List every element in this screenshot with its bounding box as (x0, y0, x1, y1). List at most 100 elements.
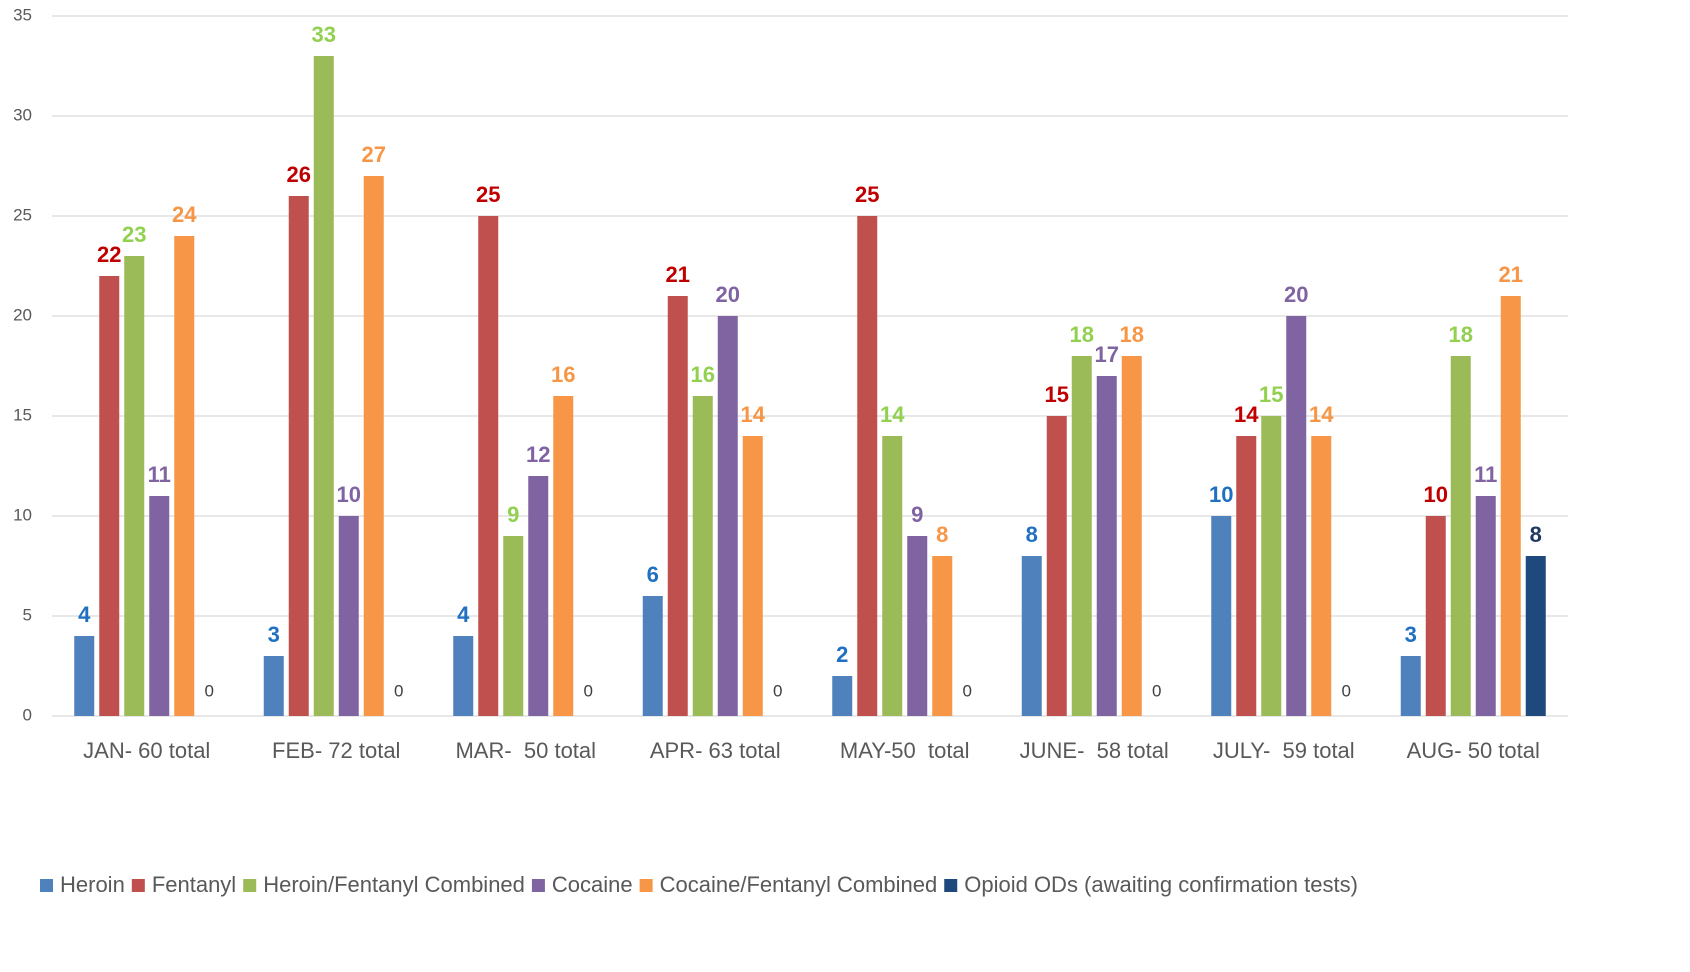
data-label: 16 (691, 362, 715, 387)
data-label: 21 (1499, 262, 1523, 287)
bar (1500, 296, 1521, 716)
legend-label: Opioid ODs (awaiting confirmation tests) (964, 872, 1358, 897)
bar (1311, 436, 1332, 716)
data-label: 22 (97, 242, 121, 267)
bar (288, 196, 309, 716)
y-tick-label: 35 (13, 5, 32, 24)
bar (907, 536, 928, 716)
bar (478, 216, 499, 716)
bar (263, 656, 284, 716)
bar (832, 676, 853, 716)
data-label: 0 (773, 681, 782, 700)
bar (1475, 496, 1496, 716)
legend-label: Heroin (60, 872, 125, 897)
data-label: 20 (716, 282, 740, 307)
data-label: 0 (584, 681, 593, 700)
data-label: 14 (1309, 402, 1334, 427)
data-label: 10 (1424, 482, 1448, 507)
data-label: 14 (880, 402, 905, 427)
bar (1400, 656, 1421, 716)
data-label: 8 (936, 522, 948, 547)
data-label: 24 (172, 202, 197, 227)
bar (338, 516, 359, 716)
data-label: 26 (287, 162, 311, 187)
data-label: 0 (394, 681, 403, 700)
bar (1450, 356, 1471, 716)
data-label: 10 (1209, 482, 1233, 507)
legend-swatch (243, 879, 257, 892)
data-label: 23 (122, 222, 146, 247)
x-tick-label: JUNE- 58 total (1020, 738, 1169, 763)
data-label: 4 (457, 602, 470, 627)
data-label: 18 (1449, 322, 1473, 347)
bar (528, 476, 549, 716)
data-label: 11 (148, 462, 171, 487)
y-tick-label: 0 (23, 705, 32, 724)
data-label: 4 (78, 602, 91, 627)
bar (1046, 416, 1067, 716)
y-tick-label: 20 (13, 305, 32, 324)
bar (124, 256, 145, 716)
bar (1261, 416, 1282, 716)
bar (149, 496, 170, 716)
legend-label: Heroin/Fentanyl Combined (263, 872, 525, 897)
legend-label: Cocaine (552, 872, 633, 897)
bar (99, 276, 120, 716)
bar (553, 396, 574, 716)
bar (1525, 556, 1546, 716)
data-label: 14 (1234, 402, 1259, 427)
data-label: 15 (1045, 382, 1069, 407)
data-label: 6 (647, 562, 659, 587)
y-tick-label: 10 (13, 505, 32, 524)
data-label: 20 (1284, 282, 1308, 307)
data-label: 25 (476, 182, 500, 207)
data-label: 0 (1152, 681, 1161, 700)
x-tick-label: MAR- 50 total (455, 738, 596, 763)
y-tick-label: 30 (13, 105, 32, 124)
bar (363, 176, 384, 716)
legend-label: Cocaine/Fentanyl Combined (660, 872, 938, 897)
data-label: 16 (551, 362, 575, 387)
bar (1211, 516, 1232, 716)
data-label: 10 (337, 482, 361, 507)
x-tick-label: JULY- 59 total (1213, 738, 1355, 763)
bar (742, 436, 763, 716)
data-label: 25 (855, 182, 879, 207)
bar (1425, 516, 1446, 716)
data-label: 3 (1405, 622, 1417, 647)
data-label: 0 (963, 681, 972, 700)
bar (932, 556, 953, 716)
bar (717, 316, 738, 716)
legend-swatch (531, 879, 545, 892)
bar (174, 236, 195, 716)
x-tick-label: FEB- 72 total (272, 738, 400, 763)
y-tick-label: 15 (13, 405, 32, 424)
data-label: 9 (507, 502, 519, 527)
bar (1236, 436, 1257, 716)
bar (857, 216, 878, 716)
bar (882, 436, 903, 716)
bar (1071, 356, 1092, 716)
data-label: 0 (205, 681, 214, 700)
data-label: 27 (362, 142, 386, 167)
bar (642, 596, 663, 716)
bar (1021, 556, 1042, 716)
x-tick-label: JAN- 60 total (83, 738, 210, 763)
bar (1286, 316, 1307, 716)
x-tick-label: AUG- 50 total (1407, 738, 1540, 763)
data-label: 15 (1259, 382, 1283, 407)
data-label: 17 (1095, 342, 1119, 367)
data-label: 8 (1026, 522, 1038, 547)
bar (1121, 356, 1142, 716)
legend-swatch (639, 879, 653, 892)
data-label: 12 (526, 442, 550, 467)
data-label: 21 (666, 262, 690, 287)
bar (667, 296, 688, 716)
data-label: 8 (1530, 522, 1542, 547)
bar (503, 536, 524, 716)
legend-label: Fentanyl (152, 872, 236, 897)
bar (692, 396, 713, 716)
data-label: 18 (1070, 322, 1094, 347)
bar (74, 636, 95, 716)
